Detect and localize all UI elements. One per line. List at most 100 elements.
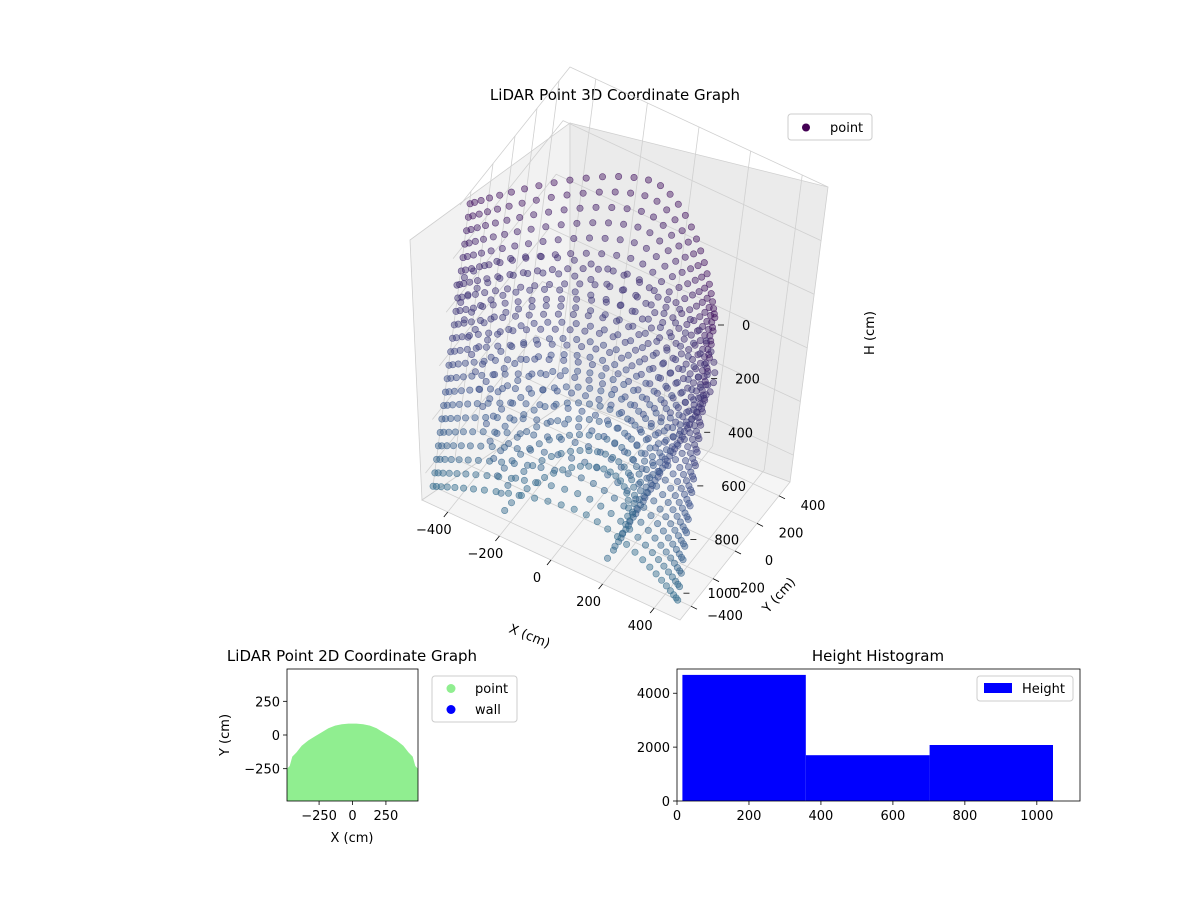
data-point-3d [690,459,698,467]
grid-line-x-back [712,150,751,447]
legend-3d: point [787,113,873,141]
data-point-3d [561,367,569,375]
data-point-3d [683,513,691,521]
data-point-3d [533,267,541,275]
data-point-3d [676,463,684,471]
data-point-3d [574,358,582,366]
data-point-3d [691,276,699,284]
data-point-3d [567,389,575,397]
data-point-3d [668,231,676,239]
data-point-3d [679,365,687,373]
data-point-3d [476,316,484,324]
data-point-3d [561,280,569,288]
data-point-3d [575,415,583,423]
data-point-3d [557,501,565,509]
data-point-3d [447,414,455,422]
data-point-3d [668,443,676,451]
legend-3d-label: point [830,121,863,136]
data-point-3d [455,456,463,464]
data-point-3d [678,227,686,235]
x-tick-label-3d: 200 [576,595,601,610]
data-point-3d [655,467,663,475]
data-point-3d [633,293,641,301]
data-point-3d [544,497,552,505]
data-point-3d [473,224,481,232]
data-point-3d [656,237,664,245]
data-point-3d [523,428,531,436]
data-point-3d [641,450,649,458]
data-point-3d [494,342,502,350]
data-point-3d [678,504,686,512]
data-point-3d [564,265,572,273]
data-point-3d [585,400,593,408]
data-point-3d [464,213,472,221]
data-point-3d [593,518,601,526]
data-point-3d [661,262,669,270]
data-point-3d [568,464,576,472]
data-point-3d [649,213,657,221]
data-point-3d [563,191,571,199]
data-point-3d [461,266,469,274]
data-point-3d [679,470,687,478]
data-point-3d [601,450,609,458]
data-point-3d [638,315,646,323]
data-point-3d [652,409,660,417]
data-point-3d [581,327,589,335]
data-point-3d [624,449,632,457]
data-point-3d [478,371,486,379]
data-point-3d [660,309,668,317]
data-point-3d [443,483,451,491]
grid-line-x-back [609,102,648,399]
data-point-3d [604,525,612,533]
data-point-3d [437,483,445,491]
data-point-3d [606,348,614,356]
data-point-3d [679,413,687,421]
data-point-3d [601,234,609,242]
data-point-3d [703,294,711,302]
data-point-3d [517,322,525,330]
grid-line-y-side [476,135,516,432]
data-point-3d [681,295,689,303]
data-point-3d [586,322,594,330]
data-point-3d [593,463,601,471]
data-point-3d [491,287,499,295]
data-point-3d [578,407,586,415]
data-point-3d [681,253,689,261]
data-point-3d [690,339,698,347]
data-point-3d [520,411,528,419]
data-point-3d [480,357,488,365]
data-point-3d [601,311,609,319]
data-point-3d [607,401,615,409]
data-point-3d [624,351,632,359]
data-point-3d [544,318,552,326]
data-point-3d [563,341,571,349]
data-point-3d [672,545,680,553]
data-point-3d [487,296,495,304]
data-point-3d [464,456,472,464]
data-point-3d [673,512,681,520]
data-point-3d [711,369,719,377]
data-point-3d [642,414,650,422]
data-point-3d [470,358,478,366]
data-point-3d [659,221,667,229]
data-point-3d [592,345,600,353]
data-point-3d [598,372,606,380]
data-point-3d [520,476,528,484]
data-point-3d [678,309,686,317]
data-point-3d [458,333,466,341]
data-point-3d [692,235,700,243]
data-point-3d [527,389,535,397]
data-point-3d [666,587,674,595]
data-point-3d [637,449,645,457]
data-point-3d [465,239,473,247]
histogram-bars [682,674,1053,801]
data-point-3d [615,538,623,546]
data-point-3d [462,305,470,313]
data-point-3d [582,174,590,182]
data-point-3d [617,301,625,309]
data-point-3d [618,395,626,403]
data-point-3d [531,494,539,502]
data-point-3d [629,322,637,330]
data-point-3d [649,471,657,479]
legend-2d-point-label: point [475,682,508,697]
